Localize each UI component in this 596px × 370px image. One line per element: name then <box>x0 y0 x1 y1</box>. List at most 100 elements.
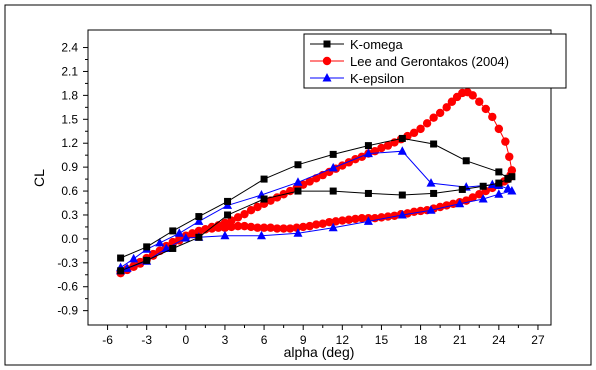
data-point <box>468 91 477 100</box>
data-point <box>122 263 132 272</box>
data-point <box>260 195 268 203</box>
data-point <box>201 225 210 234</box>
data-point <box>285 224 295 233</box>
data-point <box>129 253 139 263</box>
data-point <box>298 222 308 232</box>
data-point <box>364 189 372 197</box>
data-point <box>429 113 438 122</box>
data-point <box>224 211 232 219</box>
data-point <box>377 143 386 153</box>
data-point <box>143 256 151 264</box>
data-point <box>430 189 438 197</box>
data-point <box>363 216 373 225</box>
x-tick-label: 21 <box>453 333 467 347</box>
data-point <box>507 186 517 195</box>
data-point <box>259 223 269 232</box>
data-point <box>351 214 360 224</box>
data-point <box>253 223 262 232</box>
data-point <box>161 243 171 252</box>
x-tick-label: 15 <box>375 333 389 347</box>
legend-marker <box>322 73 332 82</box>
data-point <box>426 178 436 187</box>
y-tick-label: -0.9 <box>57 304 78 318</box>
data-point <box>495 179 503 187</box>
data-point <box>329 150 337 158</box>
data-point <box>383 141 393 150</box>
y-tick-label: 1.2 <box>61 136 78 150</box>
y-tick-label: -0.6 <box>57 280 78 294</box>
data-point <box>272 224 282 233</box>
plot-area <box>87 29 552 326</box>
data-point <box>305 177 314 186</box>
data-point <box>468 193 477 202</box>
data-point <box>505 152 514 161</box>
data-point <box>246 205 256 215</box>
y-tick-label: 0.6 <box>61 184 78 198</box>
data-point <box>475 190 484 199</box>
data-point <box>442 103 451 112</box>
data-point <box>117 267 125 275</box>
data-point <box>458 185 466 193</box>
data-point <box>495 168 503 176</box>
data-point <box>294 161 302 169</box>
x-tick-label: 3 <box>222 333 229 347</box>
data-point <box>207 224 217 233</box>
y-tick-label: 2.4 <box>61 41 78 55</box>
data-point <box>266 196 275 205</box>
data-point <box>416 124 425 134</box>
data-point <box>117 254 125 262</box>
data-point <box>397 146 407 155</box>
data-point <box>488 112 497 122</box>
data-point <box>328 222 338 232</box>
data-point <box>331 217 341 226</box>
data-point <box>398 191 406 199</box>
legend-marker <box>322 56 332 66</box>
data-point <box>246 222 256 232</box>
data-point <box>479 182 487 190</box>
data-point <box>426 205 436 214</box>
data-point <box>481 104 490 114</box>
data-point <box>294 187 302 195</box>
data-point <box>260 175 268 183</box>
x-tick-label: -6 <box>102 333 113 347</box>
data-point <box>195 233 203 241</box>
data-point <box>312 220 321 229</box>
x-tick-label: 6 <box>261 333 268 347</box>
data-point <box>363 148 373 158</box>
legend-label: K-omega <box>350 37 404 52</box>
data-point <box>233 221 243 231</box>
data-point <box>504 174 512 182</box>
x-tick-label: 12 <box>336 333 350 347</box>
data-point <box>455 198 465 208</box>
y-axis-label: CL <box>31 169 47 187</box>
data-point <box>293 177 303 186</box>
data-point <box>475 97 484 106</box>
data-point <box>220 230 230 240</box>
data-point <box>325 217 334 227</box>
data-point <box>318 219 327 228</box>
legend-item: K-epsilon <box>310 71 404 86</box>
data-point <box>266 223 275 232</box>
data-point <box>494 124 504 134</box>
legend-marker <box>323 40 331 48</box>
data-point <box>194 226 204 236</box>
x-axis-label: alpha (deg) <box>284 344 355 360</box>
legend: K-omega Lee and Gerontakos (2004) K-epsilo… <box>303 33 567 89</box>
data-point <box>169 244 177 252</box>
x-tick-label: 0 <box>182 333 189 347</box>
x-tick-label: -3 <box>141 333 152 347</box>
data-point <box>194 216 204 225</box>
axes-layer: -6 -3 0 3 6 9 12 15 18 21 24 27 -0.9 -0.6 -0.3 0.0 0.3 0.… <box>57 41 545 347</box>
data-point <box>214 223 223 232</box>
data-point <box>478 194 488 203</box>
data-point <box>224 197 232 205</box>
data-point <box>155 237 165 247</box>
data-point <box>364 142 372 150</box>
data-point <box>344 215 354 224</box>
data-point <box>390 211 399 220</box>
data-point <box>227 222 236 232</box>
data-point <box>293 228 303 237</box>
data-point <box>279 224 288 233</box>
x-tick-label: 27 <box>531 333 545 347</box>
